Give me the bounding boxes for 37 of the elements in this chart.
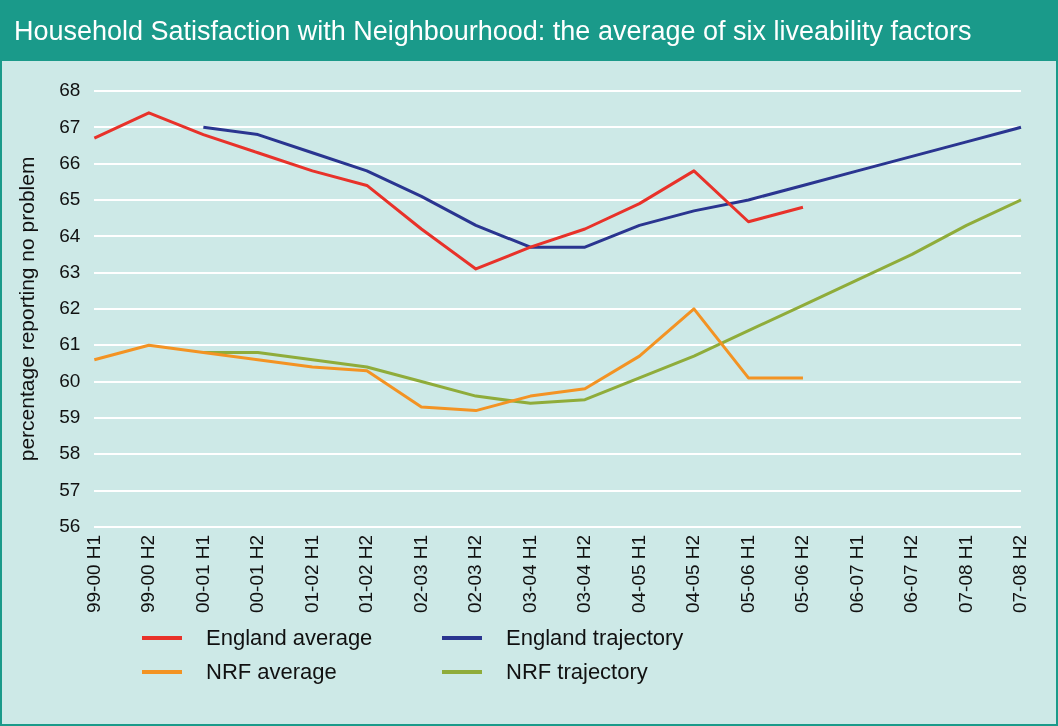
- x-tick-label: 03-04 H1: [518, 534, 540, 614]
- y-tick-label: 58: [59, 442, 81, 464]
- y-tick-label: 64: [59, 224, 81, 246]
- y-tick-label: 60: [59, 369, 81, 391]
- x-tick-label: 00-01 H1: [191, 534, 213, 614]
- y-tick-label: 67: [59, 115, 81, 137]
- x-tick-label: 99-00 H2: [137, 534, 159, 614]
- y-tick-label: 56: [59, 515, 81, 537]
- x-tick-label: 04-05 H1: [627, 534, 649, 614]
- y-tick-label: 63: [59, 260, 81, 282]
- y-tick-label: 65: [59, 188, 81, 210]
- x-tick-label: 07-08 H1: [954, 534, 976, 614]
- y-tick-label: 59: [59, 406, 81, 428]
- x-tick-label: 00-01 H2: [246, 534, 268, 614]
- y-tick-label: 66: [59, 151, 81, 173]
- x-tick-label: 03-04 H2: [573, 534, 595, 614]
- chart-title: Household Satisfaction with Neighbourhood: the average of six liveability factors: [2, 2, 1056, 61]
- y-tick-label: 61: [59, 333, 81, 355]
- x-tick-label: 05-06 H1: [736, 534, 758, 614]
- x-tick-label: 01-02 H1: [300, 534, 322, 614]
- y-tick-label: 57: [59, 478, 81, 500]
- legend-label: England trajectory: [506, 625, 684, 651]
- y-axis-title: percentage reporting no problem: [15, 156, 39, 462]
- x-tick-label: 02-03 H2: [464, 534, 486, 614]
- y-tick-label: 68: [59, 79, 81, 101]
- legend-label: NRF average: [206, 659, 337, 685]
- x-tick-label: 02-03 H1: [409, 534, 431, 614]
- x-tick-label: 99-00 H1: [82, 534, 104, 614]
- x-tick-label: 01-02 H2: [355, 534, 377, 614]
- x-tick-label: 06-07 H2: [900, 534, 922, 614]
- legend-label: England average: [206, 625, 373, 651]
- y-tick-label: 62: [59, 297, 81, 319]
- legend-label: NRF trajectory: [506, 659, 648, 685]
- x-tick-label: 04-05 H2: [682, 534, 704, 614]
- x-tick-label: 07-08 H2: [1009, 534, 1031, 614]
- x-tick-label: 05-06 H2: [791, 534, 813, 614]
- x-tick-label: 06-07 H1: [845, 534, 867, 614]
